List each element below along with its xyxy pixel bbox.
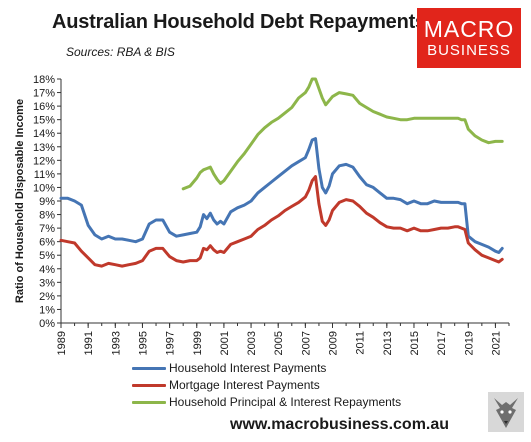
chart-axes: 0% 1%2% 3%4% 5%6% 7%8% 9% 10%11% 12%13% 14%15% 16…	[33, 74, 510, 355]
y-tick-label: 12%	[33, 155, 55, 167]
legend-swatch	[132, 401, 166, 405]
x-tick-label: 2011	[355, 331, 367, 355]
chart-title: Australian Household Debt Repayments	[52, 11, 426, 33]
legend-swatch	[132, 384, 166, 388]
x-tick-label: 2019	[463, 331, 475, 355]
x-tick-label: 2001	[219, 331, 231, 355]
x-tick-label: 2005	[273, 331, 285, 355]
legend-item-principal-interest[interactable]: Household Principal & Interest Repayment…	[132, 394, 401, 411]
y-axis-label: Ratio of Household Disposable Income	[14, 99, 26, 303]
y-tick-label: 5%	[39, 250, 55, 262]
y-tick-label: 14%	[33, 128, 55, 140]
series-line-0	[59, 137, 504, 254]
x-tick-label: 2007	[300, 331, 312, 355]
y-tick-label: 13%	[33, 142, 55, 154]
legend-swatch	[132, 367, 166, 371]
y-tick-label: 1%	[39, 304, 55, 316]
legend-label: Household Interest Payments	[169, 361, 327, 375]
y-tick-label: 6%	[39, 237, 55, 249]
x-tick-label: 1999	[192, 331, 204, 355]
x-tick-label: 2021	[490, 331, 502, 355]
x-tick-label: 1989	[56, 331, 68, 355]
x-tick-label: 2015	[409, 331, 421, 355]
macrobusiness-logo[interactable]: MACRO BUSINESS	[417, 8, 521, 68]
logo-line-2: BUSINESS	[427, 42, 511, 59]
y-tick-label: 2%	[39, 291, 55, 303]
x-tick-label: 2017	[436, 331, 448, 355]
y-tick-label: 11%	[34, 169, 55, 181]
y-tick-label: 18%	[33, 74, 55, 86]
legend-item-household-interest[interactable]: Household Interest Payments	[132, 360, 401, 377]
y-tick-label: 7%	[39, 223, 55, 235]
y-tick-label: 8%	[39, 210, 55, 222]
legend-item-mortgage-interest[interactable]: Mortgage Interest Payments	[132, 377, 401, 394]
chart-subtitle: Sources: RBA & BIS	[66, 45, 175, 59]
website-link[interactable]: www.macrobusiness.com.au	[230, 416, 450, 433]
y-tick-label: 16%	[33, 101, 55, 113]
x-tick-label: 2009	[328, 331, 340, 355]
wolf-icon	[488, 392, 524, 432]
y-tick-label: 17%	[33, 88, 55, 100]
series-line-1	[59, 175, 504, 268]
y-tick-label: 9%	[39, 196, 55, 208]
y-tick-label: 4%	[39, 264, 55, 276]
series-line-2	[181, 77, 504, 191]
x-tick-label: 1991	[83, 331, 95, 355]
x-tick-label: 2003	[246, 331, 258, 355]
y-tick-label: 10%	[33, 182, 55, 194]
chart-series-lines	[59, 77, 504, 268]
chart-legend: Household Interest Payments Mortgage Int…	[132, 360, 401, 411]
logo-line-1: MACRO	[423, 16, 515, 42]
x-tick-label: 1995	[137, 331, 149, 355]
x-tick-label: 1993	[110, 331, 122, 355]
x-tick-label: 2013	[382, 331, 394, 355]
y-tick-label: 15%	[33, 115, 55, 127]
y-tick-label: 3%	[39, 277, 55, 289]
y-tick-label: 0%	[39, 318, 55, 330]
x-tick-label: 1997	[165, 331, 177, 355]
legend-label: Household Principal & Interest Repayment…	[169, 395, 402, 409]
legend-label: Mortgage Interest Payments	[169, 378, 320, 392]
